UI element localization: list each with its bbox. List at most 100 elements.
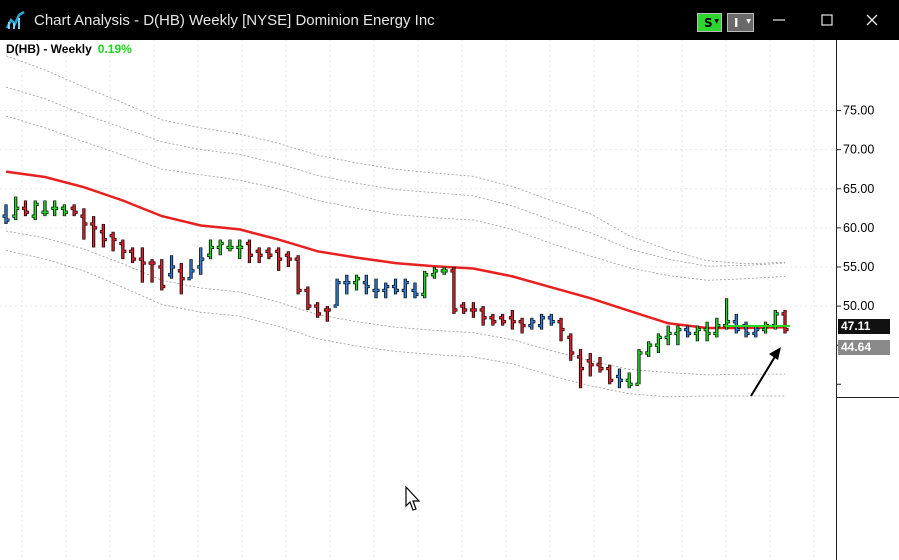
price-bar <box>304 286 312 310</box>
price-bar <box>392 278 399 295</box>
price-bar <box>499 313 507 326</box>
price-bar <box>411 282 419 299</box>
price-bar <box>723 298 731 330</box>
price-axis-tick-label: 65.00 <box>843 182 874 196</box>
price-bar <box>21 200 29 217</box>
price-bar <box>60 204 68 217</box>
grid-layer <box>0 40 836 560</box>
price-bar <box>538 313 546 330</box>
price-bar <box>41 200 49 217</box>
price-bar <box>177 263 185 295</box>
price-axis-ticks: 75.00 70.00 65.00 60.00 55.00 50.00 <box>836 104 874 385</box>
envelope-band-line <box>5 250 785 398</box>
price-bar <box>284 251 292 267</box>
price-bar <box>80 208 88 240</box>
price-bar <box>732 313 740 334</box>
percent-change: 0.19% <box>97 42 132 56</box>
price-bar <box>557 317 565 342</box>
price-bar <box>294 255 302 295</box>
price-bar <box>362 274 370 295</box>
price-bar <box>255 247 263 264</box>
price-bar <box>129 247 137 264</box>
price-bar <box>567 333 575 361</box>
price-bar <box>31 200 39 221</box>
envelope-band-line <box>5 55 786 265</box>
price-bar <box>508 309 516 330</box>
price-bar <box>528 317 536 330</box>
price-bar <box>713 317 721 338</box>
price-bar <box>781 309 789 334</box>
price-bar <box>450 266 458 314</box>
price-axis-tick-label: 50.00 <box>843 299 874 313</box>
price-axis-tick-label: 60.00 <box>843 221 874 235</box>
minimize-button[interactable] <box>764 6 794 34</box>
price-bar <box>547 313 555 326</box>
moving-average-line <box>5 170 786 330</box>
envelope-bands <box>5 55 786 398</box>
price-bar <box>703 321 711 342</box>
price-bar <box>2 204 10 224</box>
price-bar <box>489 313 497 326</box>
annotation-arrow <box>750 347 781 397</box>
chart-header: D(HB) - Weekly 0.19% <box>6 42 132 56</box>
price-bar <box>314 302 322 318</box>
i-button-label: I <box>734 16 739 30</box>
price-bar <box>158 259 166 291</box>
chart-area[interactable]: 75.00 70.00 65.00 60.00 55.00 50.00 <box>0 40 899 560</box>
price-bar <box>187 259 195 281</box>
price-bar <box>353 274 361 291</box>
price-bar <box>440 266 448 275</box>
price-bar <box>12 196 20 221</box>
price-bar <box>606 364 614 385</box>
price-bar <box>742 321 750 338</box>
price-bar <box>343 274 351 295</box>
price-bar <box>518 317 526 334</box>
price-bar <box>372 278 380 299</box>
price-bar <box>469 302 477 318</box>
price-bar <box>138 247 146 283</box>
s-toolbar-button[interactable]: S ▼ <box>697 13 722 32</box>
price-bar <box>577 349 585 389</box>
price-bar <box>674 325 682 346</box>
price-chart[interactable]: 75.00 70.00 65.00 60.00 55.00 50.00 <box>0 40 899 560</box>
maximize-icon <box>821 14 833 26</box>
i-toolbar-button[interactable]: I ▼ <box>727 13 754 32</box>
title-bar: Chart Analysis - D(HB) Weekly [NYSE] Dom… <box>0 0 899 40</box>
last-price-tag: 47.11 <box>838 319 890 334</box>
price-axis-tick-label: 75.00 <box>843 104 874 118</box>
price-bars <box>2 196 789 389</box>
price-bar <box>460 302 468 314</box>
reference-price-tag: 44.64 <box>838 340 890 355</box>
price-bar <box>401 278 409 299</box>
price-axis-tick-label: 70.00 <box>843 143 874 157</box>
envelope-band-line <box>5 115 786 281</box>
price-bar <box>206 239 214 260</box>
price-bar <box>51 200 59 217</box>
price-bar <box>265 247 273 260</box>
price-bar <box>109 231 117 252</box>
price-bar <box>654 333 662 353</box>
price-bar <box>90 216 98 248</box>
maximize-button[interactable] <box>812 6 842 34</box>
price-axis <box>836 40 899 560</box>
price-bar <box>421 270 429 299</box>
price-bar <box>119 239 127 260</box>
moving-average-layer <box>5 170 786 330</box>
mouse-cursor-icon <box>405 486 421 511</box>
price-bar <box>236 239 244 260</box>
price-bar <box>333 278 341 308</box>
price-bar <box>586 352 594 377</box>
price-axis-tick-label: 55.00 <box>843 260 874 274</box>
price-bar <box>323 306 331 322</box>
price-bar <box>216 239 224 256</box>
price-bar <box>70 204 78 217</box>
price-bar <box>99 223 107 248</box>
price-bar <box>596 356 604 373</box>
price-bar <box>226 239 234 252</box>
close-button[interactable] <box>857 6 887 34</box>
price-bar <box>684 325 692 338</box>
close-icon <box>866 14 878 26</box>
chart-analysis-app-icon <box>6 10 25 29</box>
price-bar <box>635 349 643 386</box>
minimize-icon <box>773 19 785 21</box>
